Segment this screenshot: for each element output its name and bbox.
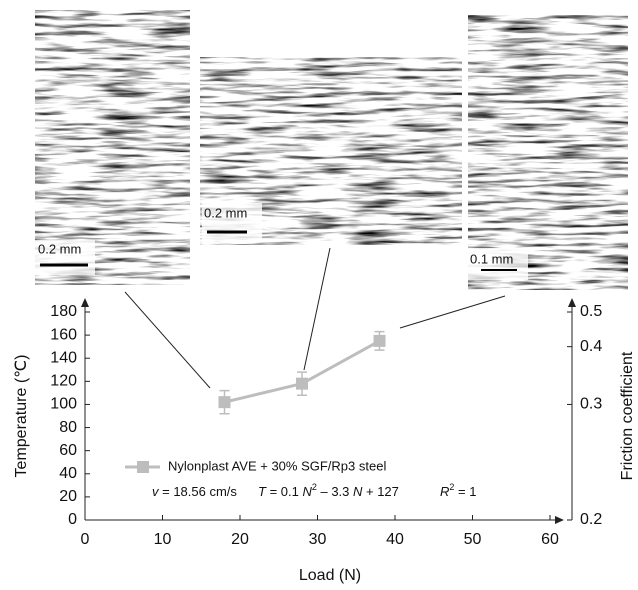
y-tick-label: 0 (68, 511, 77, 528)
y-tick-label: 160 (50, 326, 77, 343)
micrograph-left: 0.2 mm (35, 10, 190, 285)
scale-label: 0.2 mm (204, 205, 247, 220)
x-tick-label: 10 (154, 531, 172, 548)
y-tick-label: 100 (50, 396, 77, 413)
legend-label: Nylonplast AVE + 30% SGF/Rp3 steel (168, 458, 386, 473)
y-tick-label: 140 (50, 349, 77, 366)
x-tick-label: 60 (541, 531, 559, 548)
y-tick-label: 20 (59, 488, 77, 505)
x-axis-label: Load (N) (299, 567, 361, 584)
y-tick-label: 40 (59, 465, 77, 482)
y2-tick-label: 0.2 (580, 511, 602, 528)
y2-axis-arrow (568, 298, 576, 307)
scale-label: 0.1 mm (470, 251, 513, 266)
connectors (124, 247, 506, 389)
y-tick-label: 80 (59, 419, 77, 436)
y2-axis-label: Friction coefficient (619, 351, 636, 480)
micrograph-right: 0.1 mm (468, 15, 628, 290)
equation: T = 0.1 N2 – 3.3 N + 127 (258, 482, 399, 499)
x-tick-label: 20 (231, 531, 249, 548)
x-axis-arrow (555, 516, 564, 524)
data-point (218, 396, 231, 409)
y-axis-arrow (81, 298, 89, 307)
y2-tick-label: 0.3 (580, 396, 602, 413)
x-tick-label: 0 (81, 531, 90, 548)
scale-label: 0.2 mm (38, 241, 81, 256)
legend-marker (137, 461, 149, 473)
y-tick-label: 60 (59, 442, 77, 459)
x-tick-label: 40 (386, 531, 404, 548)
x-tick-label: 50 (464, 531, 482, 548)
micrograph-middle: 0.2 mm (200, 57, 462, 245)
velocity-note: v = 18.56 cm/s (152, 484, 237, 499)
y-tick-label: 120 (50, 373, 77, 390)
y2-tick-label: 0.4 (580, 338, 602, 355)
x-tick-label: 30 (309, 531, 327, 548)
y-tick-label: 180 (50, 303, 77, 320)
y-axis-label: Temperature (℃) (13, 355, 30, 478)
y2-tick-label: 0.5 (580, 303, 602, 320)
data-point (373, 334, 386, 347)
data-point (296, 377, 308, 390)
r-squared: R2 = 1 (440, 482, 476, 499)
